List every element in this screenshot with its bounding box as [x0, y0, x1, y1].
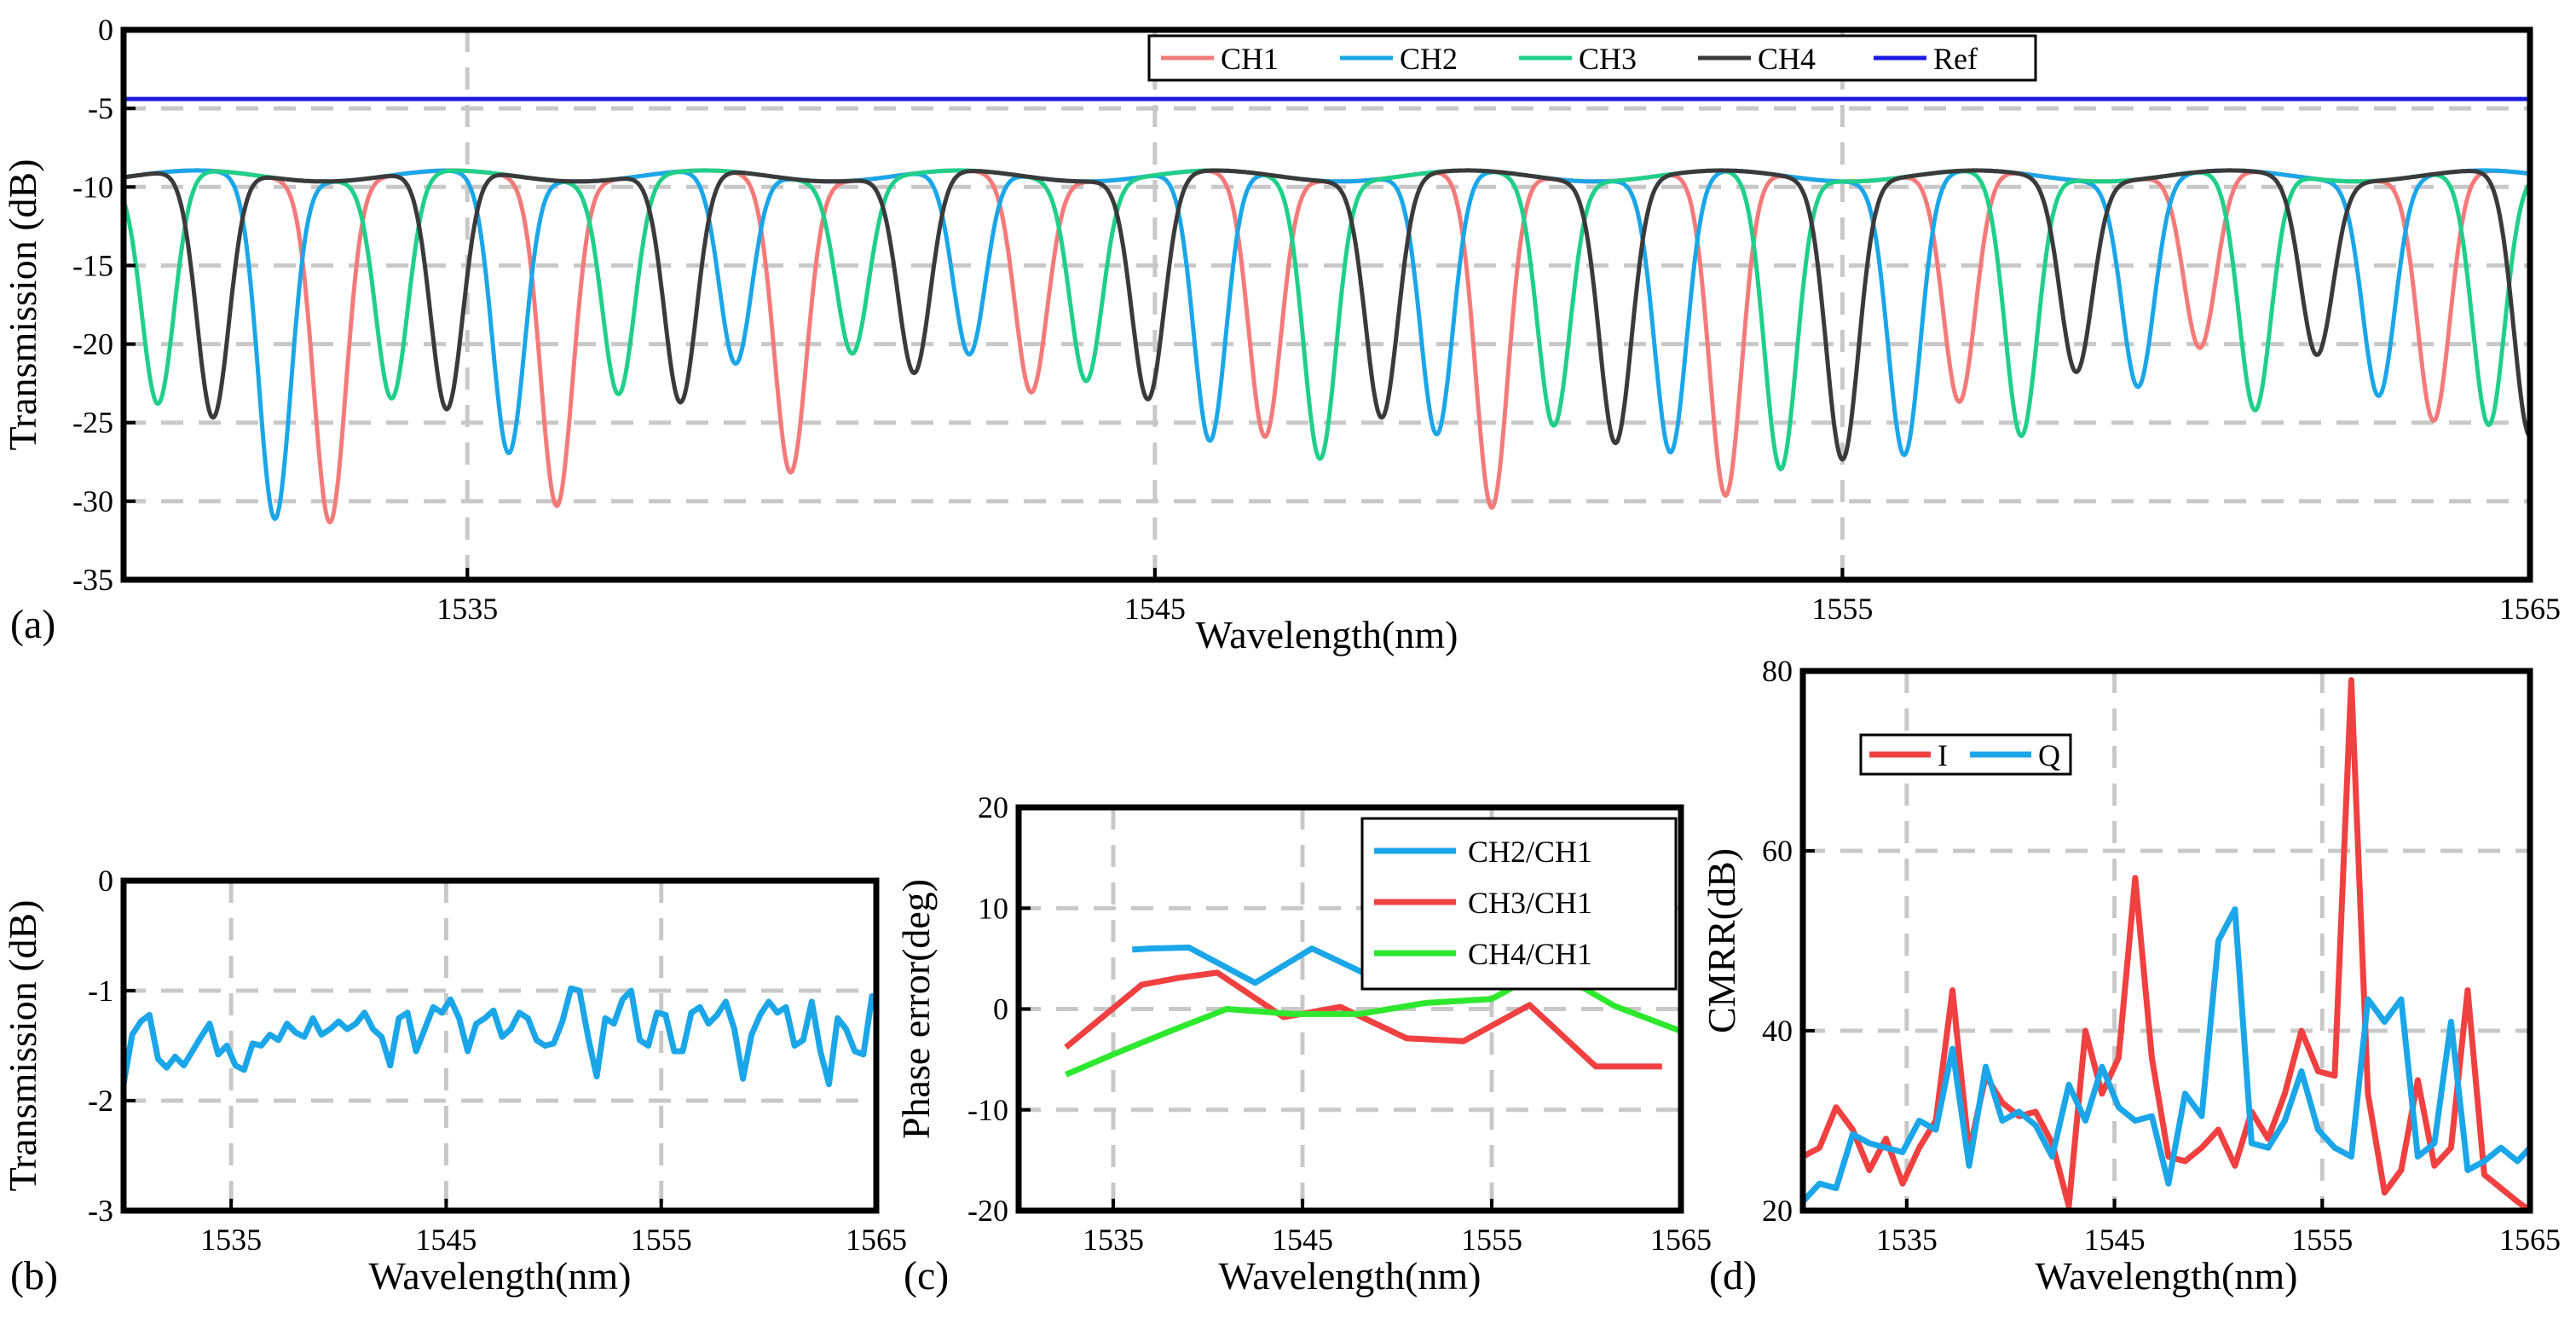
y-tick-label: 0: [98, 13, 113, 47]
x-tick-label: 1565: [1650, 1223, 1712, 1257]
legend-label: Ref: [1933, 42, 1978, 76]
legend-label: CH2: [1400, 42, 1458, 76]
x-tick-label: 1535: [436, 592, 498, 626]
x-axis-label: Wavelength(nm): [2036, 1254, 2298, 1298]
y-tick-label: -10: [967, 1093, 1008, 1127]
panel-label: (b): [10, 1253, 58, 1298]
x-tick-label: 1555: [631, 1223, 692, 1257]
plot-frame: [1799, 668, 2533, 1214]
y-tick-label: 20: [1762, 1194, 1793, 1228]
series-line-q: [1803, 906, 2530, 1204]
series-group: [1803, 677, 2530, 1211]
legend-label: CH4: [1758, 42, 1816, 76]
chart-panel-a: 1535 1545 1555 1565 0 -5 -10 -15 -20 -25 -30 -35 Wav…: [1, 13, 2561, 656]
x-tick-label: 1555: [1811, 592, 1873, 626]
x-tick-label: 1565: [2499, 1223, 2561, 1257]
y-tick-label: 40: [1762, 1014, 1793, 1048]
panel-label: (a): [10, 602, 55, 647]
x-axis-label: Wavelength(nm): [1196, 613, 1458, 656]
panel-label: (c): [904, 1253, 949, 1298]
x-tick-label: 1535: [200, 1223, 262, 1257]
series-line-ch3-ch1: [1064, 969, 1662, 1070]
y-tick-label: -5: [88, 91, 113, 125]
y-tick-label: 80: [1762, 654, 1793, 688]
x-tick-label: 1565: [846, 1223, 907, 1257]
x-tick-label: 1555: [2291, 1223, 2353, 1257]
legend-label: I: [1938, 738, 1948, 772]
y-axis-label: CMRR(dB): [1700, 848, 1743, 1033]
series-group: [124, 985, 876, 1088]
series-line-transmission: [124, 985, 876, 1088]
x-tick-label: 1535: [1083, 1223, 1144, 1257]
y-tick-label: -2: [88, 1084, 113, 1118]
legend-label: CH1: [1221, 42, 1279, 76]
legend: CH1 CH2 CH3 CH4 Ref: [1147, 34, 2037, 82]
y-tick-label: -10: [72, 170, 113, 204]
y-tick-label: 60: [1762, 834, 1793, 868]
y-axis-label: Phase error(deg): [894, 879, 938, 1139]
x-tick-label: 1545: [415, 1223, 477, 1257]
series-group: [124, 96, 2530, 525]
x-axis-label: Wavelength(nm): [1219, 1254, 1481, 1298]
y-axis-label: Transmission (dB): [1, 159, 44, 450]
y-tick-label: 0: [993, 992, 1008, 1026]
chart-panel-b: 1535 1545 1555 1565 0 -1 -2 -3 Wavelength(nm) Tra…: [1, 864, 907, 1298]
plot-frame: [120, 877, 880, 1214]
legend-label: CH3: [1579, 42, 1637, 76]
y-tick-label: -25: [72, 406, 113, 440]
series-line-ch1: [124, 168, 2530, 525]
y-tick-label: 10: [978, 891, 1008, 925]
legend-label: CH4/CH1: [1468, 937, 1592, 971]
y-tick-label: -3: [88, 1194, 113, 1228]
legend-label: CH3/CH1: [1468, 886, 1592, 920]
x-tick-label: 1535: [1876, 1223, 1938, 1257]
plot-frame: [120, 26, 2533, 583]
y-tick-label: 20: [978, 790, 1008, 824]
legend: CH2/CH1 CH3/CH1 CH4/CH1: [1360, 817, 1678, 991]
y-tick-label: -1: [88, 974, 113, 1008]
x-tick-label: 1545: [1124, 592, 1186, 626]
chart-panel-c: 1535 1545 1555 1565 20 10 0 -10 -20 Wavelength(nm…: [894, 790, 1712, 1298]
y-tick-label: -35: [72, 563, 113, 597]
chart-panel-d: 1535 1545 1555 1565 80 60 40 20 Wavelength(nm) CM…: [1700, 654, 2561, 1298]
legend-label: Q: [2038, 738, 2060, 772]
y-tick-label: 0: [98, 864, 113, 898]
y-tick-label: -15: [72, 248, 113, 282]
y-tick-label: -30: [72, 484, 113, 518]
y-tick-label: -20: [72, 327, 113, 361]
legend-label: CH2/CH1: [1468, 835, 1592, 869]
x-tick-label: 1545: [1272, 1223, 1333, 1257]
x-tick-label: 1555: [1461, 1223, 1522, 1257]
legend-box: [1859, 733, 2072, 776]
x-tick-label: 1545: [2084, 1223, 2146, 1257]
panel-label: (d): [1709, 1253, 1757, 1298]
x-axis-label: Wavelength(nm): [369, 1254, 632, 1298]
series-line-ch4: [124, 168, 2530, 462]
y-axis-label: Transmission (dB): [1, 899, 44, 1191]
x-tick-label: 1565: [2499, 592, 2561, 626]
y-tick-label: -20: [967, 1194, 1008, 1228]
